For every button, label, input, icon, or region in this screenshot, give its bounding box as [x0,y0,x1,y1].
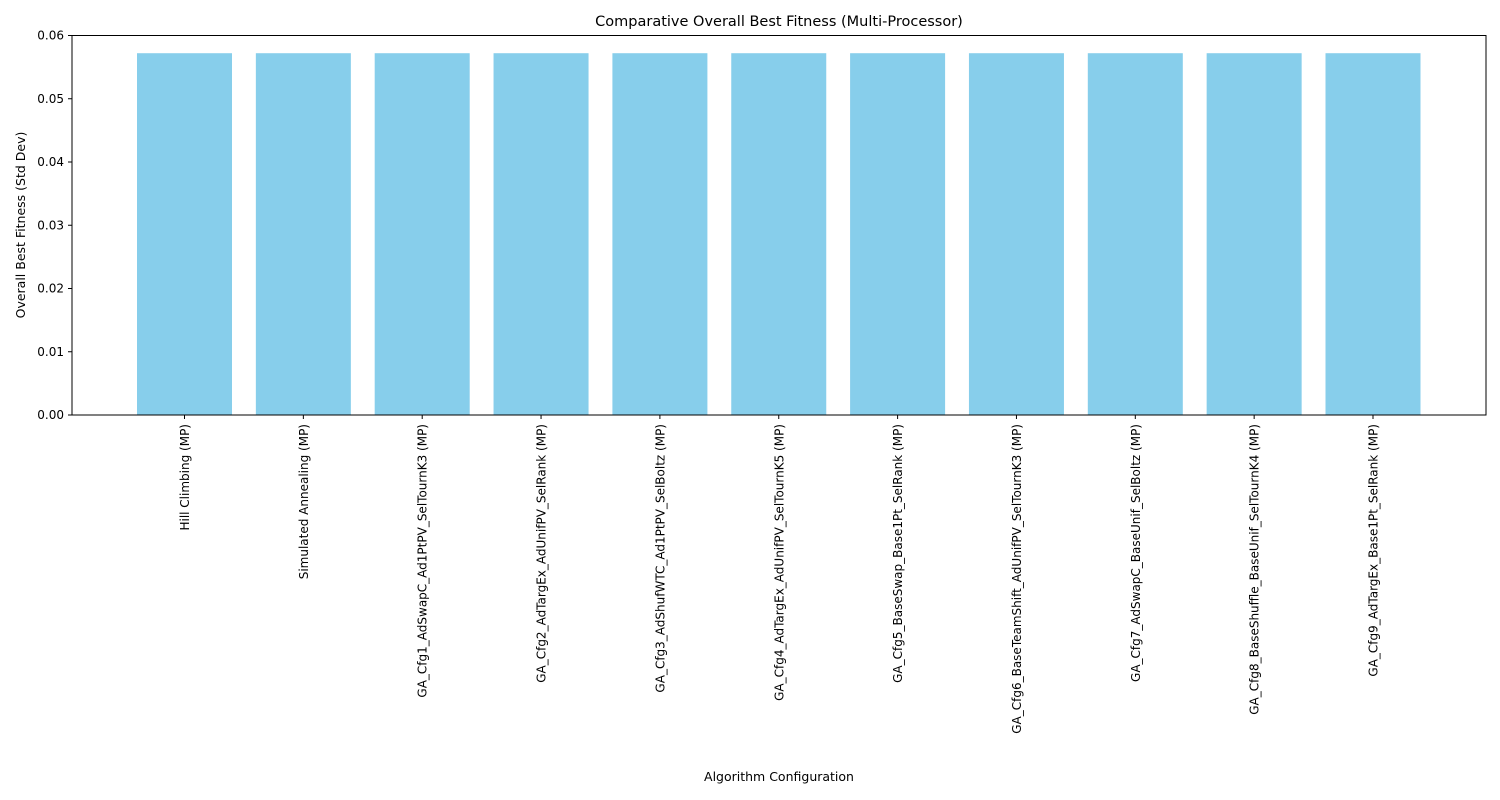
x-tick-label: GA_Cfg3_AdShufWTC_Ad1PtPV_SelBoltz (MP) [653,424,667,693]
bar [731,53,827,416]
bar [612,53,708,416]
y-tick-label: 0.02 [37,282,64,296]
x-tick-label: GA_Cfg6_BaseTeamShift_AdUnifPV_SelTournK… [1010,424,1024,734]
y-axis-title: Overall Best Fitness (Std Dev) [13,132,28,319]
y-tick-label: 0.01 [37,345,64,359]
y-axis-ticks: 0.00 0.01 0.02 0.03 0.04 0.05 0.06 [37,29,72,422]
bar [255,53,351,416]
y-tick-label: 0.04 [37,155,64,169]
bars-group [137,53,1421,416]
x-tick-label: GA_Cfg4_AdTargEx_AdUnifPV_SelTournK5 (MP… [772,424,786,701]
y-tick-label: 0.05 [37,92,64,106]
x-tick-label: GA_Cfg1_AdSwapC_Ad1PtPV_SelTournK3 (MP) [416,424,430,698]
x-axis-ticks: Hill Climbing (MP) Simulated Annealing (M… [178,415,1381,734]
bar [968,53,1064,416]
x-tick-label: GA_Cfg5_BaseSwap_Base1Pt_SelRank (MP) [891,424,905,683]
bar [493,53,589,416]
x-tick-label: GA_Cfg7_AdSwapC_BaseUnif_SelBoltz (MP) [1129,424,1143,682]
y-tick-label: 0.06 [37,29,64,43]
bar [1325,53,1421,416]
x-tick-label: Hill Climbing (MP) [178,424,192,531]
bar [850,53,946,416]
bar [1087,53,1183,416]
x-tick-label: GA_Cfg9_AdTargEx_Base1Pt_SelRank (MP) [1367,424,1381,677]
y-tick-label: 0.03 [37,218,64,232]
bar [137,53,232,416]
chart-title: Comparative Overall Best Fitness (Multi-… [595,14,963,30]
x-tick-label: GA_Cfg2_AdTargEx_AdUnifPV_SelRank (MP) [535,424,549,683]
y-tick-label: 0.00 [37,408,64,422]
x-tick-label: GA_Cfg8_BaseShuffle_BaseUnif_SelTournK4 … [1248,424,1262,715]
x-axis-title: Algorithm Configuration [704,769,854,784]
plot-area-frame [71,35,1487,416]
bar [374,53,470,416]
bar [1206,53,1302,416]
x-tick-label: Simulated Annealing (MP) [297,424,311,579]
